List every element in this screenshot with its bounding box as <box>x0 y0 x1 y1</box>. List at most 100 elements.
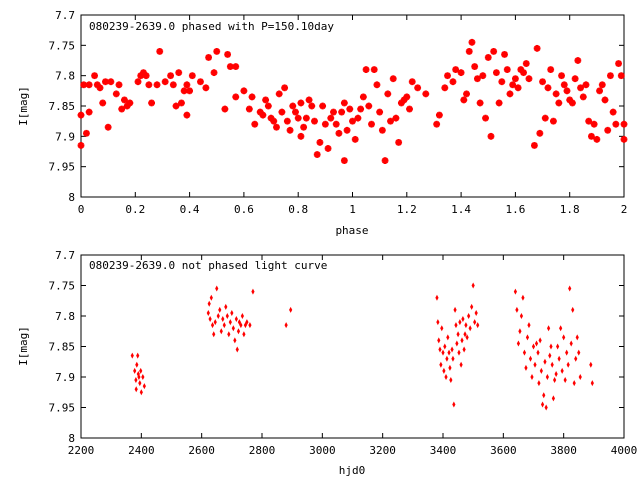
data-point-stroke <box>156 48 163 55</box>
data-point <box>133 367 137 374</box>
data-point-stroke <box>362 66 370 73</box>
data-point-stroke <box>178 99 185 107</box>
data-point-stroke <box>542 114 549 122</box>
plot-frame <box>80 254 625 439</box>
y-tick-label: 7.85 <box>49 341 76 354</box>
data-point <box>460 337 464 344</box>
data-point <box>474 309 478 316</box>
data-point <box>373 81 381 89</box>
data-point <box>302 114 310 122</box>
data-point-stroke <box>384 90 391 98</box>
data-point <box>539 367 543 374</box>
data-point <box>534 340 539 347</box>
data-point <box>207 300 211 307</box>
data-point-stroke <box>183 81 191 88</box>
data-point-stroke <box>140 69 147 76</box>
data-point-stroke <box>284 117 291 125</box>
y-axis-ticks: 7.7 7.75 7.8 7.85 7.9 7.95 8 <box>49 9 624 204</box>
data-point-stroke <box>352 136 359 143</box>
data-point-stroke <box>476 99 484 107</box>
data-point <box>617 72 625 80</box>
data-point <box>473 319 477 326</box>
data-point <box>224 51 232 58</box>
data-point-stroke <box>569 99 576 107</box>
data-point <box>473 75 481 83</box>
data-point <box>443 343 447 350</box>
data-point-stroke <box>107 78 115 85</box>
data-point <box>245 319 249 326</box>
data-point <box>449 377 453 384</box>
data-point <box>448 364 452 371</box>
data-point <box>234 316 238 323</box>
data-point <box>115 81 123 89</box>
data-point <box>167 72 174 80</box>
data-point <box>555 99 563 107</box>
data-point-stroke <box>558 72 565 79</box>
data-point <box>452 66 460 73</box>
data-point <box>569 99 576 107</box>
data-point <box>137 374 141 380</box>
data-point-stroke <box>102 78 109 85</box>
data-point <box>471 63 479 70</box>
data-point <box>376 108 384 116</box>
data-point-stroke <box>596 87 603 95</box>
data-point <box>525 334 530 341</box>
data-point-stroke <box>495 99 503 107</box>
data-point <box>554 370 558 377</box>
data-point-stroke <box>316 139 324 146</box>
chart-title: 080239-2639.0 phased with P=150.10day <box>89 20 334 33</box>
data-point <box>459 361 463 368</box>
data-point <box>450 346 454 353</box>
x-tick-label: 0.4 <box>180 203 200 216</box>
data-point <box>278 108 286 116</box>
data-point-stroke <box>514 84 522 91</box>
data-point <box>520 69 527 77</box>
data-point <box>370 66 378 73</box>
data-point <box>161 78 169 86</box>
data-point-stroke <box>77 111 85 119</box>
data-point-stroke <box>189 72 196 79</box>
data-point <box>468 38 476 46</box>
data-point <box>215 285 219 292</box>
data-point <box>579 93 587 101</box>
data-point <box>548 352 552 359</box>
data-point-stroke <box>571 75 579 82</box>
x-tick-label: 0.2 <box>125 203 145 216</box>
data-point <box>562 334 566 341</box>
data-point <box>433 120 441 128</box>
data-point-stroke <box>297 99 305 107</box>
data-point-stroke <box>183 111 191 119</box>
data-point-stroke <box>517 66 525 73</box>
data-point <box>335 129 343 137</box>
data-point-stroke <box>270 117 277 125</box>
data-point <box>512 75 519 83</box>
data-point <box>235 346 239 353</box>
data-point <box>175 69 183 77</box>
data-point <box>327 114 335 122</box>
data-point-stroke <box>346 105 353 113</box>
x-tick-label: 2200 <box>68 444 95 457</box>
data-point <box>340 157 348 164</box>
data-point-stroke <box>221 105 229 113</box>
y-tick-label: 7.95 <box>49 161 76 174</box>
data-point <box>550 361 554 368</box>
data-point <box>557 355 561 362</box>
data-point-stroke <box>232 63 239 70</box>
x-tick-label: 0.8 <box>288 203 308 216</box>
data-point <box>221 105 229 113</box>
data-point <box>134 78 142 86</box>
data-point <box>308 102 316 110</box>
data-point <box>590 380 594 387</box>
data-point <box>216 313 220 319</box>
data-point-stroke <box>341 157 348 164</box>
data-point <box>470 303 474 310</box>
data-point <box>463 331 467 338</box>
data-point-stroke <box>99 99 106 107</box>
data-point <box>525 75 533 83</box>
data-point <box>130 352 134 359</box>
data-point-stroke <box>550 117 557 125</box>
data-point-stroke <box>414 84 421 91</box>
data-point <box>568 285 572 292</box>
data-point <box>437 337 441 344</box>
data-point <box>96 84 104 92</box>
